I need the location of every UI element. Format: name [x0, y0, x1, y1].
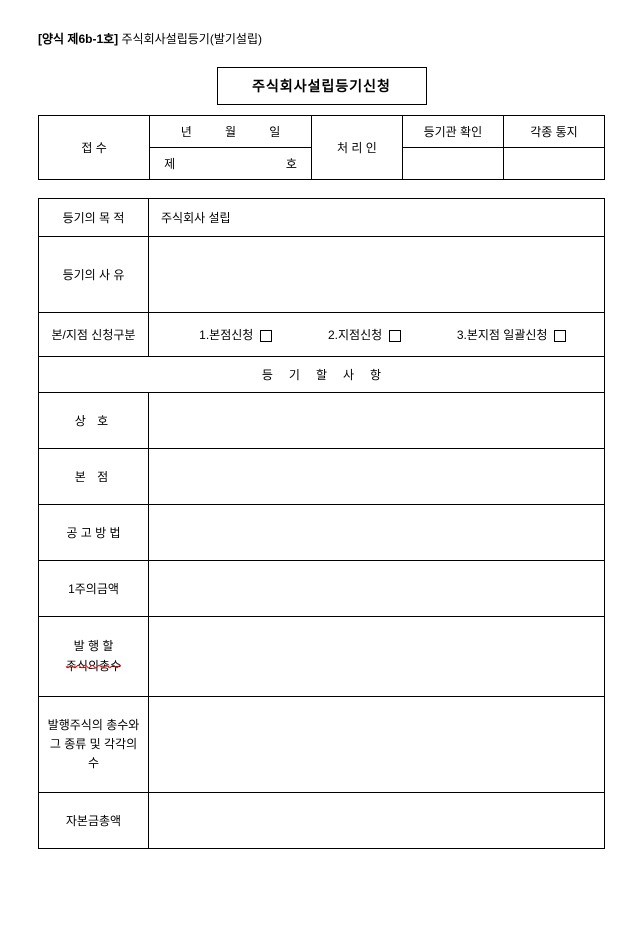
ho-label: 호 — [286, 155, 297, 172]
notice-method-label-cell: 공 고 방 법 — [39, 505, 149, 561]
company-name-label: 상 호 — [75, 414, 112, 428]
section-header: 등기할사항 — [262, 368, 397, 382]
share-amount-value[interactable] — [149, 561, 605, 617]
to-issue-line2: 주식의총수 — [41, 657, 146, 676]
to-issue-label-cell: 발 행 할 주식의총수 — [39, 617, 149, 697]
date-cell[interactable]: 년 월 일 — [150, 116, 312, 148]
je-label: 제 — [164, 155, 175, 172]
reason-label-cell: 등기의 사 유 — [39, 237, 149, 313]
month-label: 월 — [225, 123, 236, 140]
share-amount-label: 1주의금액 — [68, 582, 119, 596]
capital-label: 자본금총액 — [66, 814, 121, 828]
reception-label-cell: 접 수 — [39, 116, 150, 180]
opt2-label: 2.지점신청 — [328, 328, 382, 342]
document-title: 주식회사설립등기신청 — [217, 67, 427, 105]
to-issue-line1: 발 행 할 — [41, 637, 146, 656]
processor-cell: 처 리 인 — [311, 116, 402, 180]
opt3-wrapper[interactable]: 3.본지점 일괄신청 — [457, 326, 566, 343]
purpose-label-cell: 등기의 목 적 — [39, 199, 149, 237]
day-label: 일 — [269, 123, 280, 140]
year-label: 년 — [181, 123, 192, 140]
notice-value[interactable] — [503, 148, 604, 180]
issued-line1: 발행주식의 총수와 — [41, 716, 146, 735]
share-amount-label-cell: 1주의금액 — [39, 561, 149, 617]
opt3-checkbox[interactable] — [554, 330, 566, 342]
capital-value[interactable] — [149, 793, 605, 849]
number-cell[interactable]: 제 호 — [150, 148, 312, 180]
purpose-label: 등기의 목 적 — [63, 211, 125, 225]
opt3-label: 3.본지점 일괄신청 — [457, 328, 548, 342]
app-type-label-cell: 본/지점 신청구분 — [39, 313, 149, 357]
notice-method-label: 공 고 방 법 — [66, 526, 120, 540]
notice-header: 각종 통지 — [503, 116, 604, 148]
head-office-label: 본 점 — [75, 470, 112, 484]
notice-method-value[interactable] — [149, 505, 605, 561]
app-type-label: 본/지점 신청구분 — [52, 328, 136, 342]
reception-table: 접 수 년 월 일 처 리 인 등기관 확인 각종 통지 제 호 — [38, 115, 605, 180]
to-issue-value[interactable] — [149, 617, 605, 697]
registrar-value[interactable] — [402, 148, 503, 180]
company-name-label-cell: 상 호 — [39, 393, 149, 449]
reception-label: 접 수 — [81, 141, 106, 155]
details-table: 등기의 목 적 주식회사 설립 등기의 사 유 본/지점 신청구분 1.본점신청… — [38, 198, 605, 849]
section-header-cell: 등기할사항 — [39, 357, 605, 393]
opt1-checkbox[interactable] — [260, 330, 272, 342]
issued-value[interactable] — [149, 697, 605, 793]
app-type-options-cell: 1.본점신청 2.지점신청 3.본지점 일괄신청 — [149, 313, 605, 357]
opt2-checkbox[interactable] — [389, 330, 401, 342]
purpose-value: 주식회사 설립 — [161, 211, 231, 225]
reason-value-cell[interactable] — [149, 237, 605, 313]
opt1-wrapper[interactable]: 1.본점신청 — [199, 326, 272, 343]
issued-line3: 수 — [41, 754, 146, 773]
form-header: [양식 제6b-1호] 주식회사설립등기(발기설립) — [38, 30, 605, 47]
company-name-value[interactable] — [149, 393, 605, 449]
form-label: [양식 제6b-1호] — [38, 32, 118, 46]
registrar-label: 등기관 확인 — [424, 125, 483, 139]
form-title-text: 주식회사설립등기(발기설립) — [122, 32, 262, 46]
registrar-header: 등기관 확인 — [402, 116, 503, 148]
reason-label: 등기의 사 유 — [63, 268, 125, 282]
opt1-label: 1.본점신청 — [199, 328, 253, 342]
head-office-label-cell: 본 점 — [39, 449, 149, 505]
issued-label-cell: 발행주식의 총수와 그 종류 및 각각의 수 — [39, 697, 149, 793]
capital-label-cell: 자본금총액 — [39, 793, 149, 849]
notice-label: 각종 통지 — [530, 125, 578, 139]
opt2-wrapper[interactable]: 2.지점신청 — [328, 326, 401, 343]
processor-label: 처 리 인 — [337, 141, 377, 155]
issued-line2: 그 종류 및 각각의 — [41, 735, 146, 754]
head-office-value[interactable] — [149, 449, 605, 505]
purpose-value-cell[interactable]: 주식회사 설립 — [149, 199, 605, 237]
